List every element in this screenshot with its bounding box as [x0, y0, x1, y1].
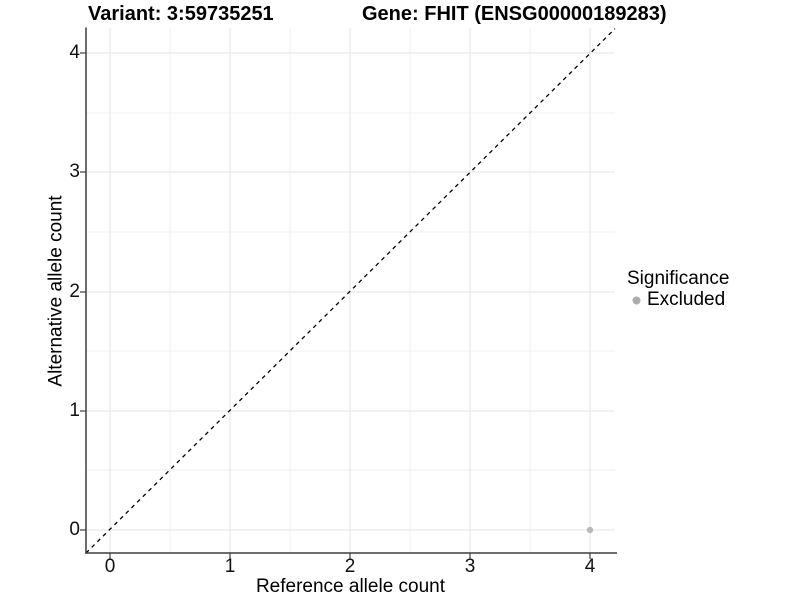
tick-marks	[80, 52, 591, 559]
x-tick-label-3: 3	[464, 556, 476, 577]
data-point-excluded	[586, 526, 594, 534]
legend-item-excluded: Excluded	[631, 289, 725, 311]
x-tick-label-4: 4	[584, 556, 596, 577]
y-tick-label-2: 2	[69, 281, 80, 302]
plot-title-gene: Gene: FHIT (ENSG00000189283)	[362, 3, 667, 25]
legend-item-label: Excluded	[647, 289, 726, 310]
legend-point-icon	[632, 296, 641, 304]
y-tick-label-0: 0	[69, 519, 80, 540]
y-tick-label-1: 1	[69, 400, 80, 421]
axes	[85, 27, 617, 554]
legend-title: Significance	[627, 268, 730, 289]
x-tick-label-1: 1	[224, 556, 236, 577]
y-tick-label-4: 4	[69, 42, 80, 63]
plot-title-variant: Variant: 3:59735251	[88, 3, 274, 25]
x-tick-label-2: 2	[344, 556, 356, 577]
x-axis-title: Reference allele count	[255, 576, 446, 597]
x-tick-label-0: 0	[104, 556, 116, 577]
y-axis-title: Alternative allele count	[45, 195, 67, 387]
y-tick-label-3: 3	[69, 161, 80, 182]
grid-major	[86, 28, 615, 553]
